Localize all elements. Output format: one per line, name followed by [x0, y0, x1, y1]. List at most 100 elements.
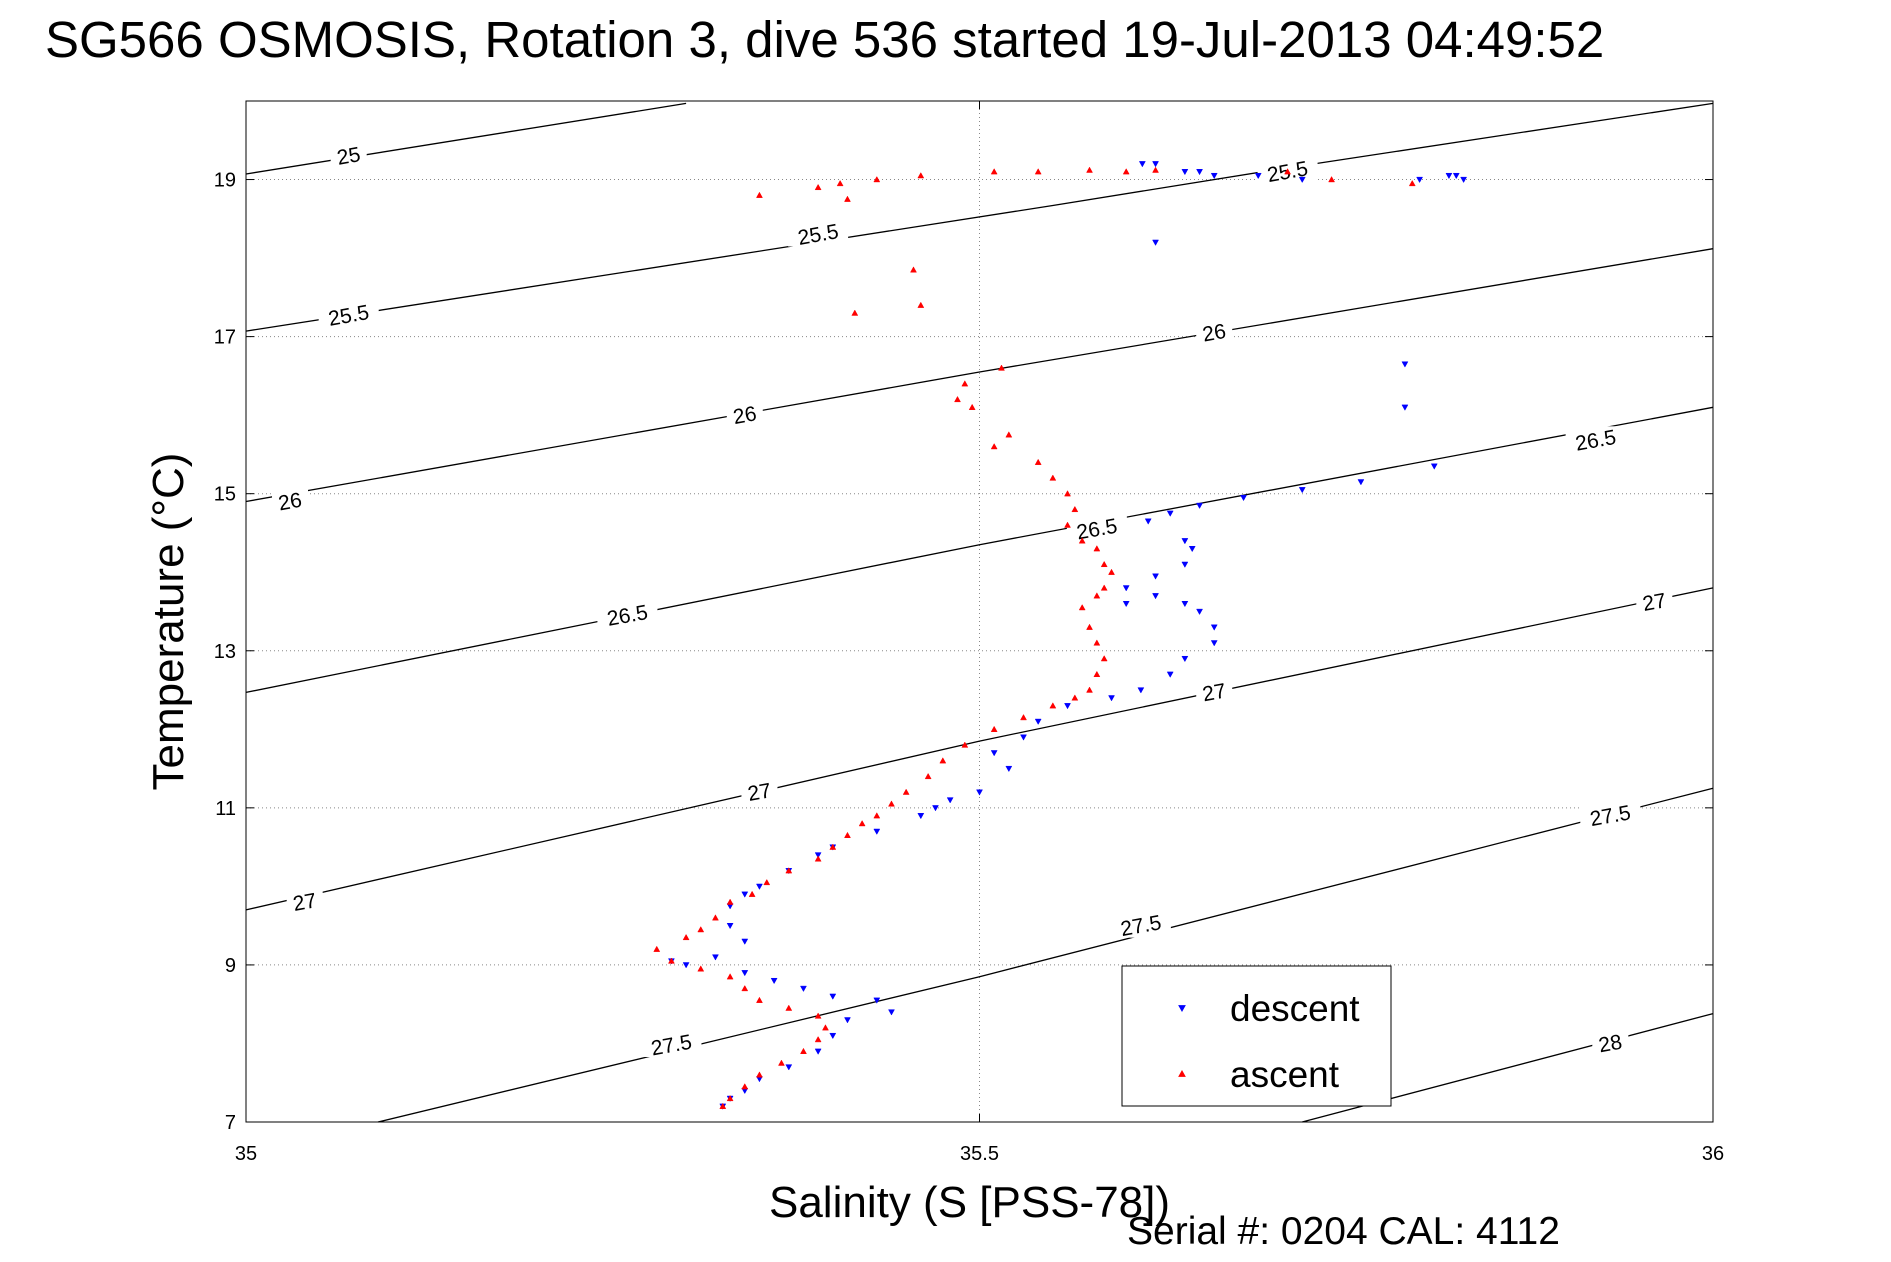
- descent-point: [1357, 479, 1365, 486]
- descent-point: [1144, 518, 1152, 525]
- descent-point: [1152, 239, 1159, 246]
- y-tick-label: 15: [214, 484, 236, 506]
- y-tick-label: 13: [214, 641, 236, 663]
- descent-point: [1064, 703, 1071, 710]
- ascent-point: [763, 878, 771, 886]
- descent-point: [756, 883, 763, 890]
- ascent-point: [1071, 505, 1079, 513]
- descent-point: [741, 938, 749, 945]
- descent-point: [1240, 494, 1247, 502]
- legend-label-descent: descent: [1230, 988, 1360, 1029]
- contour-label-bg: [1565, 426, 1626, 453]
- ascent-point: [844, 831, 851, 838]
- descent-point: [1298, 487, 1306, 494]
- y-tick-label: 19: [214, 170, 236, 192]
- ascent-point: [990, 725, 998, 732]
- ascent-point: [756, 1071, 763, 1078]
- descent-point: [888, 1009, 895, 1016]
- ascent-point: [1034, 458, 1042, 465]
- isopycnal-25.5: [245, 102, 1714, 332]
- descent-point: [1137, 687, 1145, 694]
- x-tick-label: 36: [1702, 1143, 1724, 1165]
- descent-point: [682, 962, 690, 969]
- legend: descent ascent: [1121, 965, 1392, 1107]
- legend-marker-descent: [1178, 1005, 1186, 1013]
- contour-label-bg: [741, 778, 778, 805]
- ascent-point: [902, 788, 910, 795]
- y-tick-label: 9: [225, 955, 236, 977]
- descent-point: [1005, 765, 1013, 773]
- ascent-point: [1078, 604, 1086, 611]
- descent-point: [1152, 593, 1159, 600]
- contour-label-bg: [330, 141, 367, 168]
- contour-label: 26: [277, 489, 304, 516]
- ascent-point: [1005, 431, 1013, 438]
- ascent-point: [785, 1004, 793, 1011]
- contour-label-bg: [1196, 318, 1233, 345]
- descent-point: [741, 891, 749, 898]
- descent-point: [1152, 161, 1159, 168]
- descent-point: [770, 977, 778, 985]
- ascent-point: [1093, 670, 1101, 677]
- ascent-point: [924, 772, 932, 780]
- ascent-point: [1078, 537, 1086, 544]
- descent-point: [1196, 502, 1203, 509]
- isopycnal-26: [245, 248, 1714, 503]
- ascent-point: [719, 1102, 727, 1109]
- ascent-point: [990, 443, 998, 450]
- ascent-point: [653, 945, 661, 952]
- descent-point: [1401, 404, 1409, 411]
- descent-point: [726, 923, 734, 930]
- descent-point: [1181, 561, 1189, 568]
- legend-label-ascent: ascent: [1230, 1054, 1340, 1095]
- descent-point: [1181, 600, 1189, 608]
- descent-point: [1181, 538, 1189, 545]
- descent-point: [873, 997, 881, 1004]
- ascent-point: [668, 957, 675, 964]
- contour-label: 26: [1201, 320, 1228, 347]
- isopycnal-25: [245, 102, 687, 175]
- density-contours: 2525.525.525.526262626.526.526.527272727…: [245, 102, 1714, 1123]
- descent-point: [1445, 172, 1453, 180]
- ascent-point: [800, 1047, 807, 1054]
- ascent-point: [829, 843, 837, 850]
- contour-label: 27: [1641, 589, 1668, 616]
- ascent-point: [1100, 560, 1108, 568]
- descent-point: [1196, 169, 1203, 176]
- descent-point: [932, 805, 939, 812]
- ascent-point: [1064, 490, 1071, 497]
- ascent-point: [1086, 623, 1093, 630]
- ascent-point: [778, 1059, 785, 1066]
- descent-point: [1452, 172, 1460, 180]
- descent-point: [990, 750, 998, 757]
- descent-point: [1181, 655, 1189, 663]
- ascent-point: [1152, 166, 1159, 173]
- ascent-point: [741, 1083, 749, 1090]
- ascent-point: [822, 1024, 829, 1031]
- ascent-point: [961, 741, 969, 748]
- ascent-point: [814, 183, 822, 191]
- x-axis-label: Salinity (S [PSS-78]): [769, 1178, 1170, 1227]
- ascent-point: [1086, 686, 1093, 693]
- descent-point: [844, 1017, 851, 1024]
- ascent-point: [917, 172, 925, 179]
- descent-point: [1254, 172, 1262, 180]
- y-tick-label: 11: [215, 798, 236, 820]
- ascent-point: [1093, 592, 1101, 599]
- contour-label-bg: [726, 401, 763, 428]
- descent-point: [829, 1032, 837, 1040]
- ascent-point: [1020, 714, 1027, 721]
- descent-point: [1401, 361, 1409, 368]
- data-points: [653, 161, 1468, 1110]
- ascent-point: [1071, 694, 1079, 701]
- ascent-point: [726, 973, 734, 980]
- ascent-point: [954, 395, 961, 403]
- descent-point: [976, 789, 983, 796]
- ascent-point: [917, 301, 925, 308]
- legend-box: [1121, 965, 1392, 1107]
- contour-label-bg: [1196, 678, 1233, 705]
- ascent-point: [814, 1036, 822, 1043]
- ascent-point: [858, 820, 866, 827]
- ascent-point: [682, 933, 690, 941]
- contour-label: 25: [335, 143, 362, 170]
